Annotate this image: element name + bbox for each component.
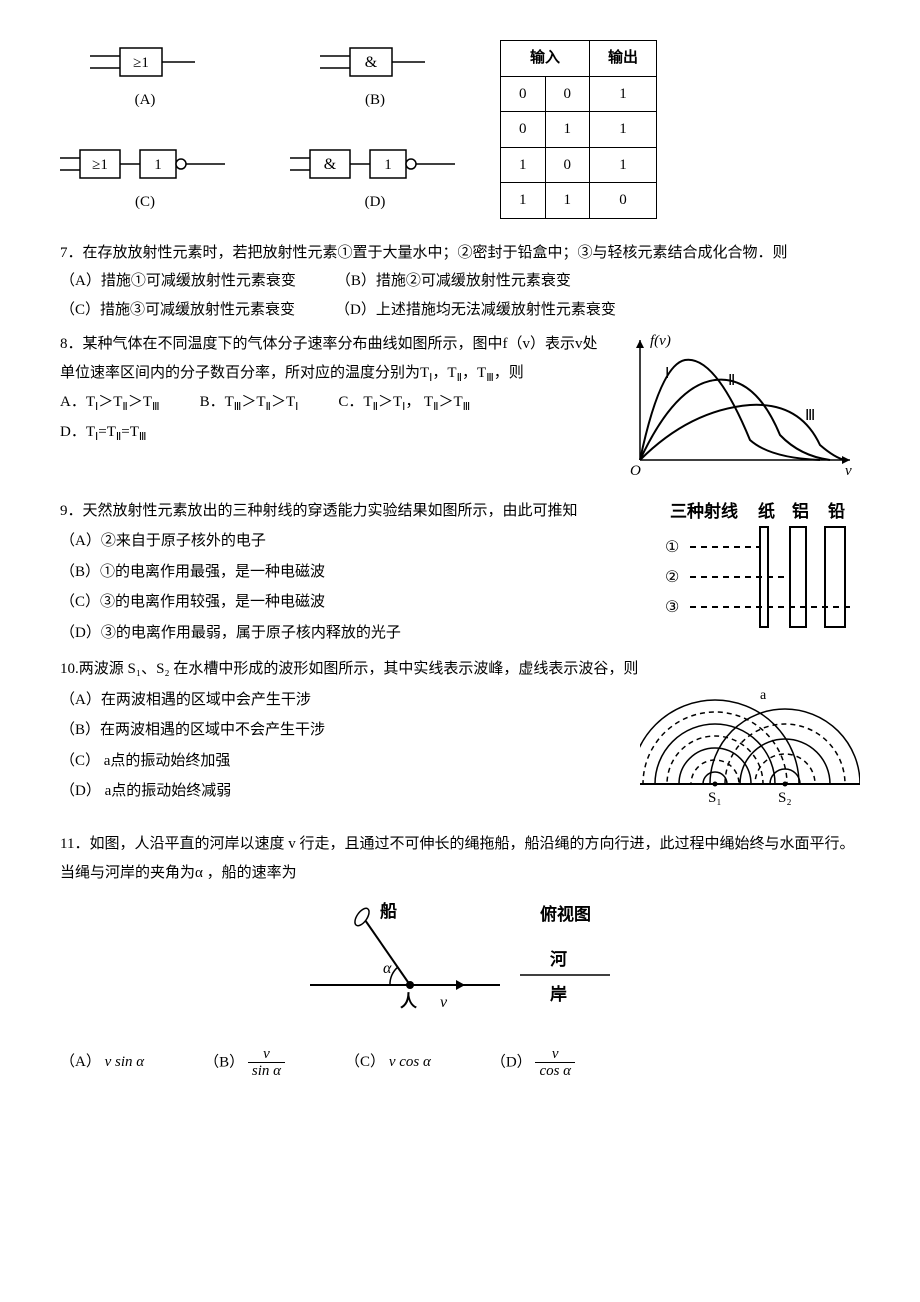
svg-text:a: a <box>760 688 767 703</box>
q11-opt-b: （B） vsin α <box>204 1046 285 1080</box>
q11-opt-c: （C） v cos α <box>345 1048 431 1077</box>
gate-d-label: (D) <box>290 188 460 217</box>
svg-text:≥1: ≥1 <box>92 157 108 173</box>
svg-text:α: α <box>383 960 392 977</box>
svg-text:≥1: ≥1 <box>133 55 149 71</box>
q9-opt-b: （B）①的电离作用最强，是一种电磁波 <box>60 558 610 587</box>
gates-grid: ≥1 (A) & (B) ≥1 <box>60 42 460 217</box>
svg-text:Ⅲ: Ⅲ <box>805 408 815 424</box>
q8-opt-d: D．TⅠ=TⅡ=TⅢ <box>60 418 147 448</box>
th-output: 输出 <box>590 41 657 77</box>
q11-figure: 船 α 人 v 俯视图 河 岸 <box>60 895 860 1036</box>
truth-table: 输入 输出 001 011 101 110 <box>500 40 657 219</box>
gate-d: & 1 (D) <box>290 144 460 217</box>
q8-opt-a: A．TⅠ＞TⅡ＞TⅢ <box>60 388 160 418</box>
svg-text:S₂: S₂ <box>778 790 792 806</box>
q9-opt-c: （C）③的电离作用较强，是一种电磁波 <box>60 588 610 617</box>
q9-opt-a: （A）②来自于原子核外的电子 <box>60 527 610 556</box>
q8-opt-b: B．TⅢ＞TⅡ＞TⅠ <box>200 388 299 418</box>
q7-opt-a: （A）措施①可减缓放射性元素衰变 <box>60 267 296 296</box>
gate-b-label: (B) <box>290 86 460 115</box>
q11-opt-a: （A） v sin α <box>60 1048 144 1077</box>
question-7: 7．在存放放射性元素时，若把放射性元素①置于大量水中；②密封于铅盒中；③与轻核元… <box>60 239 860 325</box>
q7-stem: 7．在存放放射性元素时，若把放射性元素①置于大量水中；②密封于铅盒中；③与轻核元… <box>60 239 860 268</box>
svg-text:&: & <box>324 156 337 173</box>
q7-opt-c: （C）措施③可减缓放射性元素衰变 <box>60 296 295 325</box>
svg-text:③: ③ <box>665 599 679 616</box>
gate-c-label: (C) <box>60 188 230 217</box>
svg-text:铅: 铅 <box>828 501 845 521</box>
svg-text:Ⅰ: Ⅰ <box>665 366 669 382</box>
svg-text:O: O <box>630 463 641 479</box>
q10-opt-a: （A）在两波相遇的区域中会产生干涉 <box>60 686 620 715</box>
logic-gates-row: ≥1 (A) & (B) ≥1 <box>60 40 860 219</box>
svg-text:铝: 铝 <box>792 501 809 521</box>
q9-stem: 9．天然放射性元素放出的三种射线的穿透能力实验结果如图所示，由此可推知 <box>60 497 610 526</box>
gate-a: ≥1 (A) <box>60 42 230 115</box>
table-row: 001 <box>501 76 657 112</box>
svg-text:v: v <box>440 994 448 1011</box>
svg-text:①: ① <box>665 539 679 556</box>
gate-a-label: (A) <box>60 86 230 115</box>
table-row: 110 <box>501 183 657 219</box>
q7-opt-b: （B）措施②可减缓放射性元素衰变 <box>336 267 571 296</box>
svg-text:河: 河 <box>550 950 567 969</box>
gate-b: & (B) <box>290 42 460 115</box>
q10-opt-b: （B）在两波相遇的区域中不会产生干涉 <box>60 716 620 745</box>
svg-text:1: 1 <box>154 157 162 173</box>
question-10: 10.两波源 S₁、S₂ 在水槽中形成的波形如图所示，其中实线表示波峰，虚线表示… <box>60 655 860 824</box>
question-9: 9．天然放射性元素放出的三种射线的穿透能力实验结果如图所示，由此可推知 （A）②… <box>60 497 860 650</box>
q10-stem: 10.两波源 S₁、S₂ 在水槽中形成的波形如图所示，其中实线表示波峰，虚线表示… <box>60 655 860 684</box>
svg-text:人: 人 <box>400 992 418 1011</box>
svg-text:v: v <box>845 463 852 479</box>
q10-opt-d: （D） a点的振动始终减弱 <box>60 777 620 806</box>
svg-text:船: 船 <box>380 901 397 921</box>
q8-figure: f(v) Ⅰ Ⅱ Ⅲ O v <box>620 330 860 491</box>
q11-options: （A） v sin α （B） vsin α （C） v cos α （D） v… <box>60 1046 860 1080</box>
svg-text:②: ② <box>665 569 679 586</box>
gate-c: ≥1 1 (C) <box>60 144 230 217</box>
th-input: 输入 <box>501 41 590 77</box>
question-11: 11．如图，人沿平直的河岸以速度 v 行走，且通过不可伸长的绳拖船，船沿绳的方向… <box>60 830 860 1080</box>
q10-figure: a S₁ S₂ <box>640 684 860 825</box>
q11-stem: 11．如图，人沿平直的河岸以速度 v 行走，且通过不可伸长的绳拖船，船沿绳的方向… <box>60 830 860 887</box>
q8-opt-c: C．TⅡ＞TⅠ， TⅡ＞TⅢ <box>338 388 470 418</box>
svg-text:1: 1 <box>384 157 392 173</box>
svg-text:Ⅱ: Ⅱ <box>728 373 735 389</box>
svg-text:三种射线: 三种射线 <box>670 501 738 521</box>
svg-text:岸: 岸 <box>550 984 567 1004</box>
svg-text:f(v): f(v) <box>650 333 671 349</box>
q9-figure: 三种射线 纸 铝 铅 ① ② ③ <box>630 497 860 648</box>
q9-opt-d: （D）③的电离作用最弱，属于原子核内释放的光子 <box>60 619 610 648</box>
svg-text:俯视图: 俯视图 <box>540 904 591 924</box>
svg-text:纸: 纸 <box>758 501 775 521</box>
q11-opt-d: （D） vcos α <box>491 1046 575 1080</box>
svg-text:S₁: S₁ <box>708 790 722 806</box>
q8-stem: 8．某种气体在不同温度下的气体分子速率分布曲线如图所示，图中f（v）表示v处单位… <box>60 330 600 388</box>
table-row: 011 <box>501 112 657 148</box>
table-row: 101 <box>501 147 657 183</box>
q7-opt-d: （D）上述措施均无法减缓放射性元素衰变 <box>335 296 616 325</box>
svg-text:&: & <box>365 54 378 71</box>
question-8: 8．某种气体在不同温度下的气体分子速率分布曲线如图所示，图中f（v）表示v处单位… <box>60 330 860 491</box>
q10-opt-c: （C） a点的振动始终加强 <box>60 747 620 776</box>
